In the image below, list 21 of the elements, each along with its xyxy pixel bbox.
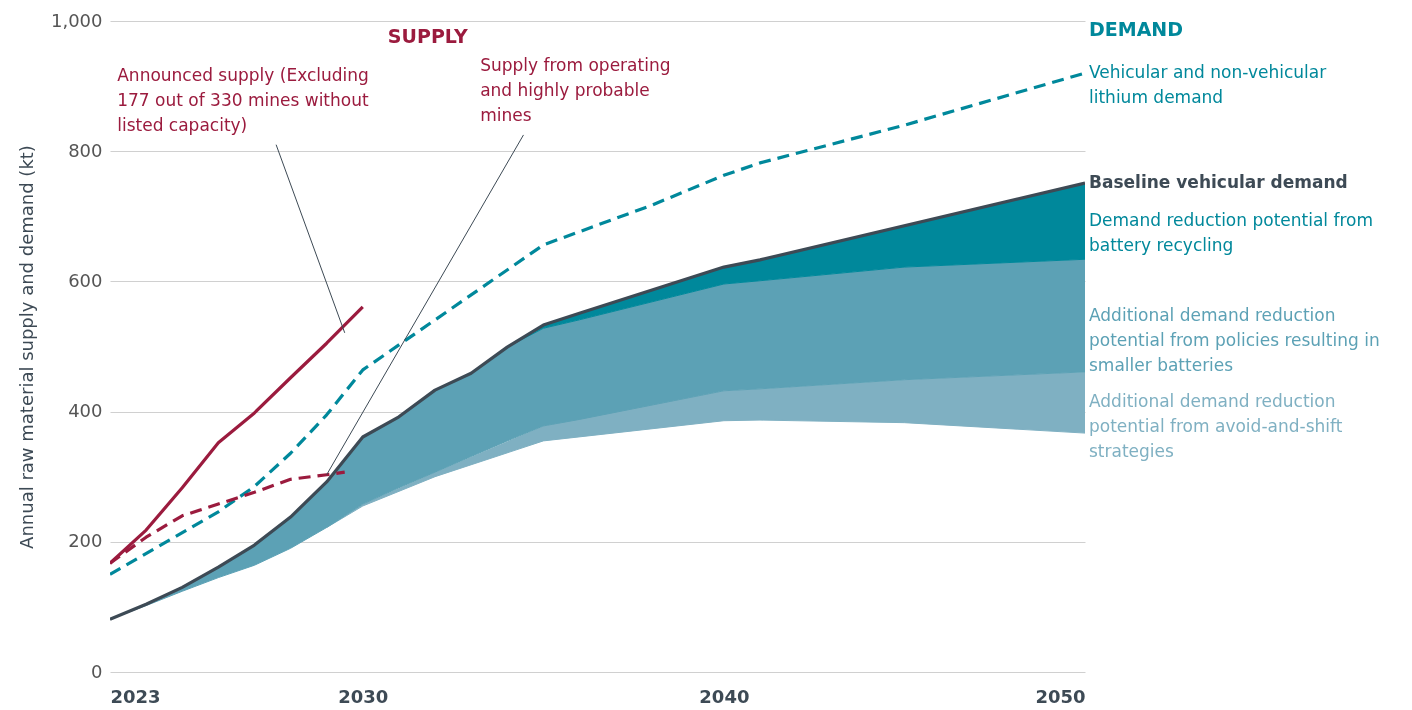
x-tick-label: 2050 [1035, 685, 1086, 707]
y-tick-label: 800 [68, 139, 103, 161]
y-tick-label: 1,000 [50, 9, 103, 31]
x-tick-label: 2023 [110, 685, 161, 707]
text: DEMAND [1089, 18, 1184, 41]
y-axis-title: Annual raw material supply and demand (kt) [15, 145, 37, 549]
series-label: Demand reduction potential from battery recycling [1089, 210, 1374, 256]
series-label: Additional demand reduction potential from avoid-and-shift strategies [1089, 391, 1343, 462]
series-label: Vehicular and non-vehicular lithium demand [1089, 62, 1327, 108]
x-tick-label: 2040 [699, 685, 750, 707]
y-tick-label: 600 [68, 269, 103, 291]
y-tick-label: 200 [68, 530, 103, 552]
text: Supply from operating and highly probable mines [480, 55, 671, 126]
annotation: SUPPLY [387, 24, 468, 47]
series-label: Baseline vehicular demand [1089, 172, 1348, 193]
y-tick-label: 0 [91, 660, 103, 682]
text: Announced supply (Excluding 177 out of 330 mines without listed capacity) [117, 64, 369, 135]
x-tick-label: 2030 [338, 685, 389, 707]
series-label: Additional demand reduction potential from policies resulting in smaller batteries [1089, 304, 1380, 375]
y-tick-label: 400 [68, 400, 103, 422]
line-series [110, 181, 1085, 621]
